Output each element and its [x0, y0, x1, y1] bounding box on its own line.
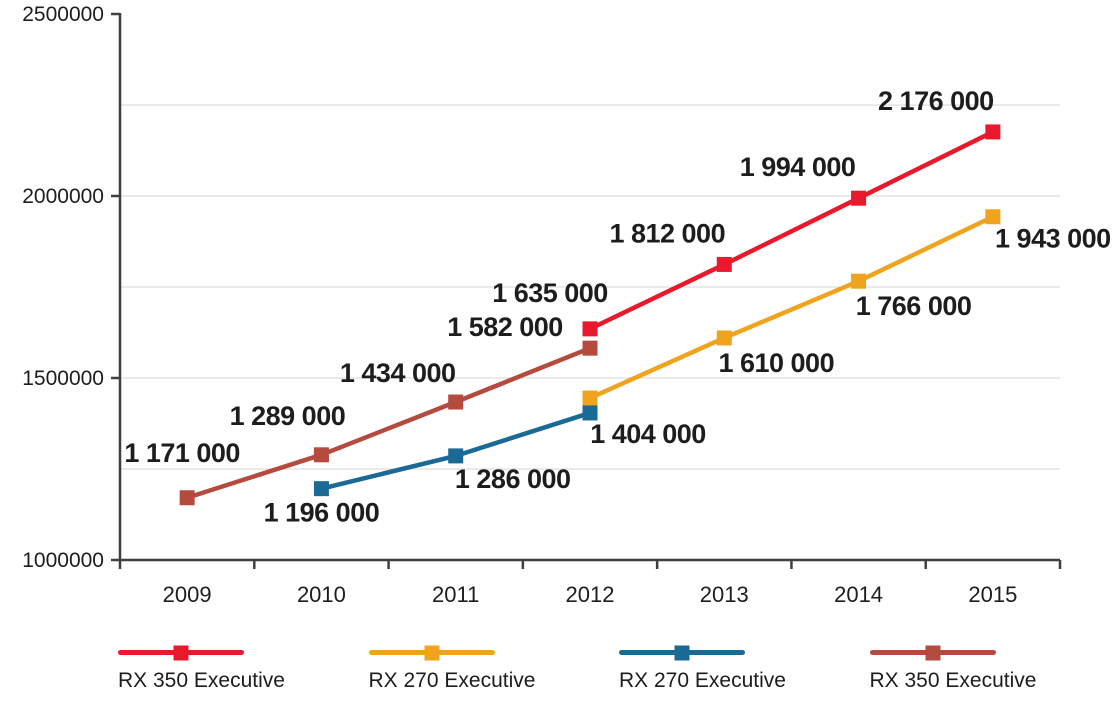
- data-point-marker: [313, 447, 329, 463]
- x-axis-tick-label: 2013: [700, 582, 749, 607]
- data-point-marker: [582, 390, 598, 406]
- data-point-marker: [313, 481, 329, 497]
- x-axis-tick-label: 2015: [968, 582, 1017, 607]
- data-point-label: 1 943 000: [995, 224, 1111, 254]
- x-axis-tick-label: 2012: [566, 582, 615, 607]
- series-line-3: [184, 345, 593, 501]
- legend-square-marker: [424, 645, 439, 660]
- legend-label: RX 270 Executive: [368, 669, 536, 692]
- data-point-marker: [179, 490, 195, 506]
- series-line-1: [587, 214, 996, 401]
- price-trend-chart: 1000000 1500000 2000000 2500000 2009 2010 2011…: [22, 3, 1111, 607]
- data-point-marker: [985, 209, 1001, 225]
- data-point-marker: [716, 256, 732, 272]
- legend-label: RX 350 Executive: [869, 669, 1037, 692]
- data-point-label: 2 176 000: [878, 86, 994, 116]
- legend-line-swatch: [368, 645, 495, 660]
- y-axis-tick-label: 2000000: [22, 185, 104, 208]
- data-point-marker: [851, 273, 867, 289]
- data-point-marker: [448, 394, 464, 410]
- x-axis-tick-label: 2014: [834, 582, 883, 607]
- legend-square-marker: [173, 645, 189, 660]
- data-point-marker: [851, 190, 867, 206]
- legend-item-0: RX 350 Executive: [118, 636, 369, 693]
- y-axis-tick-label: 1000000: [22, 549, 104, 572]
- data-point-label: 1 286 000: [455, 464, 571, 494]
- legend-square-marker: [925, 645, 940, 660]
- legend-label: RX 270 Executive: [619, 669, 786, 692]
- data-point-marker: [582, 321, 598, 337]
- legend-item-1: RX 270 Executive: [368, 636, 620, 693]
- chart-legend: RX 350 Executive RX 270 Executive RX 270 E…: [118, 636, 1120, 693]
- data-point-label: 1 812 000: [609, 218, 725, 248]
- data-point-marker: [985, 124, 1001, 140]
- legend-square-marker: [674, 645, 690, 660]
- legend-line-swatch: [869, 645, 996, 660]
- data-point-label: 1 610 000: [718, 348, 834, 378]
- data-point-marker: [582, 405, 598, 421]
- y-axis-tick-label: 1500000: [22, 367, 104, 390]
- series-line-0: [587, 129, 996, 332]
- legend-item-3: RX 350 Executive: [869, 636, 1120, 693]
- data-point-label: 1 994 000: [740, 152, 856, 182]
- x-axis-tick-label: 2009: [163, 582, 212, 607]
- data-point-label: 1 582 000: [447, 312, 563, 342]
- data-point-marker: [582, 340, 598, 356]
- legend-item-2: RX 270 Executive: [619, 636, 870, 693]
- legend-line-swatch: [619, 645, 745, 660]
- data-point-label: 1 766 000: [856, 291, 972, 321]
- legend-label: RX 350 Executive: [118, 669, 285, 692]
- data-point-marker: [716, 330, 732, 346]
- data-point-label: 1 196 000: [264, 498, 380, 528]
- y-axis-tick-label: 2500000: [22, 3, 104, 26]
- chart-canvas: 1000000 1500000 2000000 2500000 2009 2010 2011…: [22, 3, 1111, 607]
- data-point-label: 1 289 000: [230, 401, 346, 431]
- data-point-label: 1 404 000: [590, 419, 706, 449]
- data-point-label: 1 635 000: [492, 278, 608, 308]
- x-axis-tick-label: 2010: [297, 582, 346, 607]
- data-point-label: 1 434 000: [340, 358, 456, 388]
- legend-line-swatch: [118, 645, 244, 660]
- data-point-label: 1 171 000: [124, 438, 240, 468]
- data-point-marker: [448, 448, 464, 464]
- x-axis-tick-label: 2011: [432, 582, 479, 607]
